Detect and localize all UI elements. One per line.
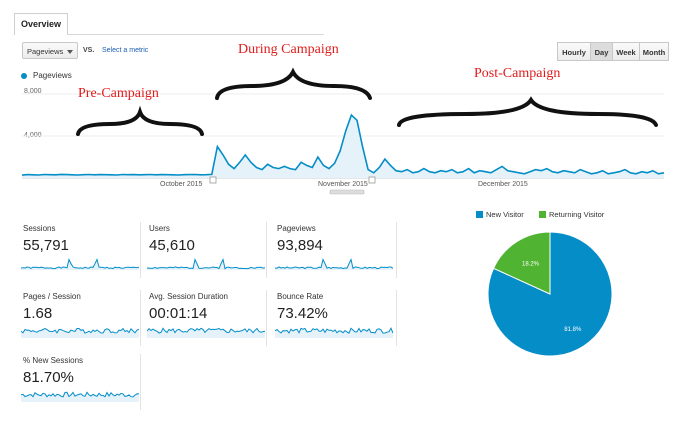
- metric-card-users[interactable]: Users 45,610: [144, 222, 267, 278]
- legend-swatch-returning-visitor: [539, 211, 546, 218]
- metric-value: 45,610: [149, 237, 195, 254]
- during-campaign-brace: [215, 67, 372, 100]
- metric-label: Avg. Session Duration: [149, 292, 229, 301]
- sparkline: [21, 327, 139, 338]
- metric-label: Sessions: [23, 224, 56, 233]
- sparkline-line: [275, 257, 393, 270]
- metric-card-bounce-rate[interactable]: Bounce Rate 73.42%: [272, 290, 397, 346]
- metric-card-avg-session-duration[interactable]: Avg. Session Duration 00:01:14: [144, 290, 267, 346]
- tab-overview[interactable]: Overview: [14, 13, 68, 35]
- metric-label: Users: [149, 224, 170, 233]
- sparkline-line: [147, 327, 265, 334]
- metric-select[interactable]: Pageviews: [22, 42, 78, 59]
- x-tick-label: November 2015: [318, 181, 368, 188]
- series-area: [22, 115, 664, 178]
- pre-campaign-brace: [76, 105, 204, 136]
- chevron-down-icon: [67, 50, 73, 54]
- chart-legend-label: Pageviews: [33, 71, 72, 80]
- pie-slice-returning-visitor: [492, 231, 551, 295]
- period-month-button[interactable]: Month: [639, 42, 669, 61]
- period-day-button[interactable]: Day: [590, 42, 613, 61]
- metric-card-new-sessions[interactable]: % New Sessions 81.70%: [18, 354, 141, 410]
- sparkline: [147, 257, 265, 270]
- sparkline: [275, 257, 393, 270]
- october-marker: [209, 176, 217, 184]
- y-tick-label: 8,000: [24, 88, 42, 95]
- post-campaign-annotation: Post-Campaign: [474, 66, 561, 81]
- sparkline: [21, 258, 139, 270]
- pre-campaign-annotation: Pre-Campaign: [78, 86, 159, 101]
- select-metric-link[interactable]: Select a metric: [102, 47, 149, 54]
- metric-value: 81.70%: [23, 369, 74, 386]
- metric-select-label: Pageviews: [27, 47, 64, 56]
- x-tick-label: December 2015: [478, 181, 528, 188]
- metric-value: 93,894: [277, 237, 323, 254]
- sparkline-area: [275, 259, 393, 270]
- visitor-pie-chart[interactable]: 81.8% 18.2%: [480, 224, 620, 364]
- sparkline-line: [147, 257, 265, 270]
- sparkline-line: [21, 391, 139, 398]
- metric-card-pageviews[interactable]: Pageviews 93,894: [272, 222, 397, 278]
- legend-dot-icon: [21, 73, 27, 79]
- sparkline: [147, 327, 265, 338]
- vs-label: VS.: [83, 47, 95, 54]
- november-marker: [368, 176, 376, 184]
- metric-value: 00:01:14: [149, 305, 208, 322]
- pie-legend-returning-visitor: Returning Visitor: [549, 210, 605, 219]
- sparkline: [21, 391, 139, 402]
- metric-value: 73.42%: [277, 305, 328, 322]
- period-toggle: Hourly Day Week Month: [557, 42, 669, 61]
- annotation-braces: [76, 67, 658, 136]
- sparkline: [275, 327, 393, 338]
- sparkline-area: [275, 328, 393, 338]
- metric-label: % New Sessions: [23, 356, 84, 365]
- metric-value: 1.68: [23, 305, 53, 322]
- metric-label: Pageviews: [277, 224, 316, 233]
- sparkline-line: [21, 258, 139, 270]
- during-campaign-annotation: During Campaign: [238, 42, 339, 57]
- pie-slice-label: 81.8%: [564, 327, 582, 333]
- metric-value: 55,791: [23, 237, 69, 254]
- tab-bar: [14, 0, 324, 35]
- legend-swatch-new-visitor: [476, 211, 483, 218]
- metric-label: Bounce Rate: [277, 292, 324, 301]
- post-campaign-brace: [397, 96, 658, 127]
- metric-card-pages-per-session[interactable]: Pages / Session 1.68: [18, 290, 141, 346]
- sparkline-area: [21, 259, 139, 270]
- sparkline-line: [21, 327, 139, 334]
- series-line: [21, 113, 665, 176]
- metric-label: Pages / Session: [23, 292, 81, 301]
- sparkline-line: [275, 327, 393, 334]
- metric-card-sessions[interactable]: Sessions 55,791: [18, 222, 141, 278]
- chart-resize-handle: [329, 189, 365, 195]
- pageviews-chart[interactable]: [0, 0, 692, 200]
- pie-legend-new-visitor: New Visitor: [486, 210, 524, 219]
- sparkline-area: [21, 392, 139, 402]
- x-tick-label: October 2015: [160, 181, 203, 188]
- pie-slice-label: 18.2%: [522, 261, 540, 267]
